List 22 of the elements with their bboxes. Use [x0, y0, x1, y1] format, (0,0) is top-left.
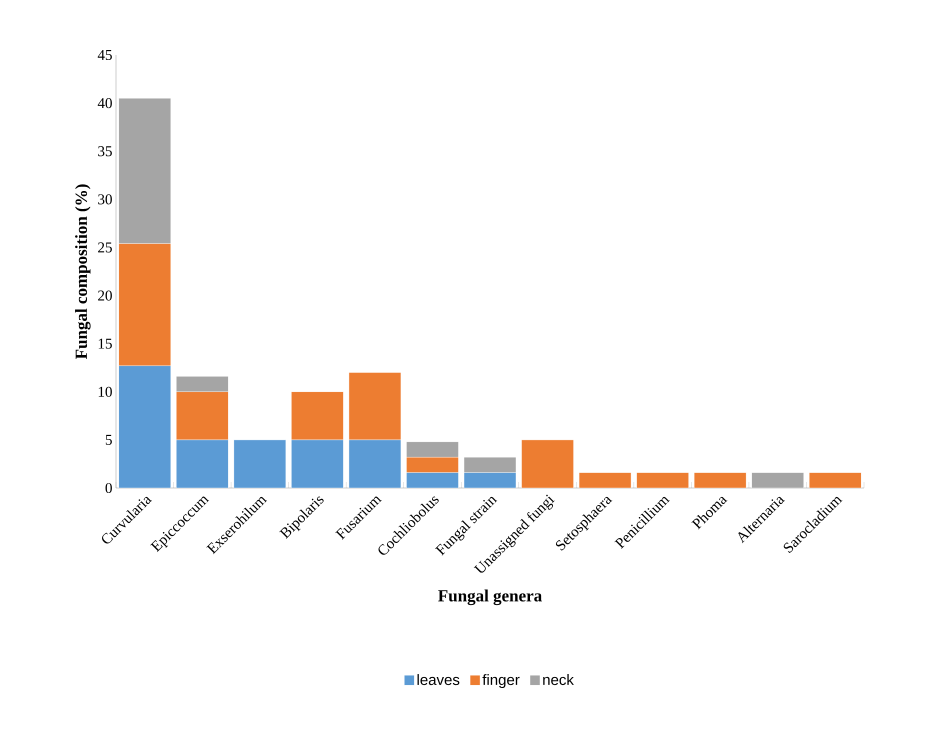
- bar: [521, 440, 574, 488]
- legend-label: finger: [482, 674, 520, 688]
- y-tick-label: 5: [106, 434, 112, 445]
- y-tick-label: 35: [98, 146, 112, 156]
- y-tick-label: 40: [98, 98, 112, 108]
- bar: [234, 440, 286, 488]
- legend-label: leaves: [418, 674, 460, 686]
- y-tick-label: 30: [98, 194, 112, 204]
- bar: [809, 472, 862, 488]
- y-tick-label: 25: [98, 242, 112, 252]
- x-axis-title: Fungal genera: [438, 590, 542, 606]
- bar: [694, 472, 746, 488]
- legend-label: neck: [543, 674, 574, 686]
- y-tick-label: 0: [106, 482, 112, 494]
- y-tick-label: 10: [98, 386, 112, 397]
- y-tick-label: 45: [98, 50, 112, 60]
- y-tick-label: 15: [98, 338, 112, 349]
- bar: [636, 472, 689, 488]
- y-tick-label: 20: [98, 290, 112, 301]
- bar: [752, 472, 804, 488]
- y-axis-title: Fungal composition (%): [75, 184, 91, 360]
- bar: [578, 472, 632, 488]
